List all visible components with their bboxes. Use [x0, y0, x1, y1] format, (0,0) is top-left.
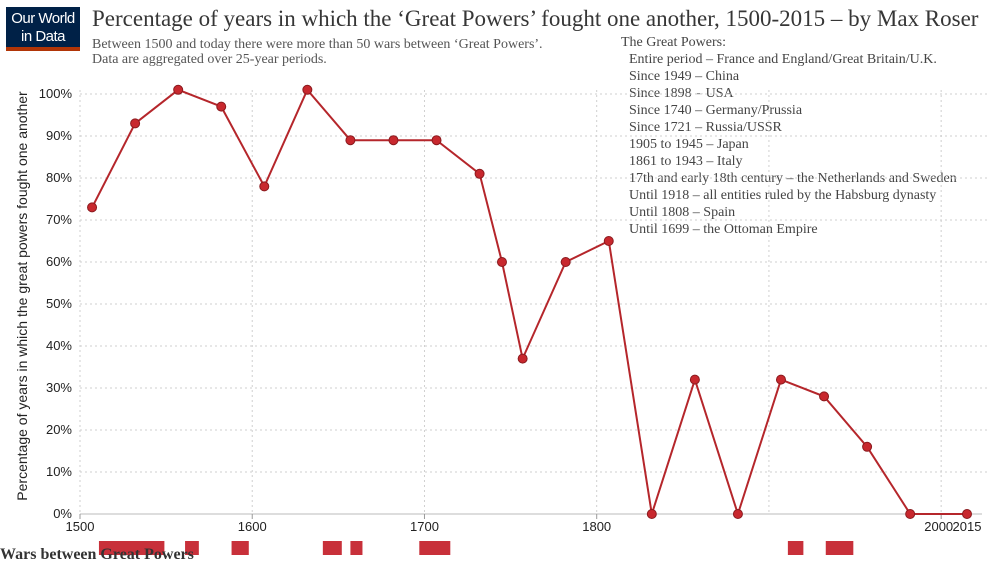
- y-tick-label: 90%: [46, 128, 72, 143]
- y-tick-label: 40%: [46, 338, 72, 353]
- logo-line-1: Our World: [11, 10, 75, 27]
- war-period-bar: [787, 541, 804, 555]
- data-point: [603, 236, 614, 246]
- data-point: [517, 353, 528, 364]
- great-powers-item: Since 1740 – Germany/Prussia: [629, 103, 803, 118]
- data-point: [474, 168, 485, 179]
- x-tick-label: 1500: [66, 519, 95, 534]
- war-period-bars: [98, 541, 854, 555]
- data-series: [87, 84, 972, 519]
- y-tick-label: 20%: [46, 422, 72, 437]
- y-tick-label: 50%: [46, 296, 72, 311]
- data-point: [302, 84, 313, 95]
- great-powers-item: Since 1721 – Russia/USSR: [629, 120, 782, 135]
- data-point: [862, 441, 873, 452]
- great-powers-item: 17th and early 18th century – the Nether…: [629, 171, 957, 186]
- great-powers-annotation: The Great Powers: Entire period – France…: [621, 34, 957, 238]
- data-point: [216, 101, 227, 112]
- y-tick-label: 80%: [46, 170, 72, 185]
- war-period-bar: [419, 541, 451, 555]
- data-point: [689, 374, 700, 385]
- series-line: [91, 87, 967, 518]
- y-tick-label: 100%: [39, 86, 73, 101]
- y-tick-label: 0%: [53, 506, 72, 521]
- data-point: [732, 509, 743, 519]
- data-point: [130, 118, 141, 129]
- chart-title: Percentage of years in which the ‘Great …: [92, 6, 979, 31]
- great-powers-item: 1861 to 1943 – Italy: [629, 154, 743, 169]
- data-point: [173, 84, 184, 95]
- war-period-bar: [350, 541, 363, 555]
- data-point: [431, 135, 442, 146]
- data-point: [388, 135, 399, 146]
- x-tick-label: 2015: [953, 519, 982, 534]
- great-powers-item: Until 1918 – all entities ruled by the H…: [629, 188, 937, 203]
- data-point: [496, 257, 507, 267]
- war-period-bar: [825, 541, 854, 555]
- data-point: [87, 202, 98, 213]
- great-powers-item: Until 1808 – Spain: [629, 205, 736, 220]
- logo-accent-bar: [6, 47, 80, 51]
- chart-subtitle: Between 1500 and today there were more t…: [92, 37, 612, 67]
- grid-lines: [79, 90, 987, 514]
- war-period-bar: [231, 541, 249, 555]
- great-powers-item: Since 1949 – China: [629, 69, 740, 84]
- war-period-bar: [98, 541, 165, 555]
- war-bars-label: Wars between Great Powers: [0, 546, 194, 563]
- axis-ticks: 0% 10% 20% 30% 40% 50% 60% 70% 80% 90% 100% 1500 160…: [39, 86, 982, 534]
- x-tick-label: 1800: [582, 519, 611, 534]
- great-powers-item: Entire period – France and England/Great…: [629, 52, 937, 67]
- subtitle-line-1: Between 1500 and today there were more t…: [92, 37, 543, 52]
- x-tick-label: 1600: [238, 519, 267, 534]
- y-tick-label: 60%: [46, 254, 72, 269]
- y-tick-label: 30%: [46, 380, 72, 395]
- x-tick-label: 2000: [924, 519, 953, 534]
- war-period-bar: [185, 541, 199, 555]
- data-point: [775, 374, 786, 385]
- great-powers-header: The Great Powers:: [621, 35, 726, 50]
- subtitle-line-2: Data are aggregated over 25-year periods…: [92, 52, 327, 67]
- data-point: [819, 391, 830, 402]
- data-point: [962, 509, 972, 519]
- x-tick-label: 1700: [410, 519, 439, 534]
- y-tick-label: 70%: [46, 212, 72, 227]
- logo-line-2: in Data: [20, 28, 66, 45]
- owid-logo: Our World in Data: [6, 7, 80, 51]
- great-powers-item: Until 1699 – the Ottoman Empire: [629, 222, 818, 237]
- great-powers-item: 1905 to 1945 – Japan: [629, 137, 749, 152]
- data-point: [905, 509, 916, 519]
- y-tick-label: 10%: [46, 464, 72, 479]
- data-point: [259, 181, 270, 192]
- data-point: [560, 257, 571, 267]
- data-point: [646, 509, 657, 519]
- data-point: [345, 135, 356, 146]
- war-period-bar: [322, 541, 342, 555]
